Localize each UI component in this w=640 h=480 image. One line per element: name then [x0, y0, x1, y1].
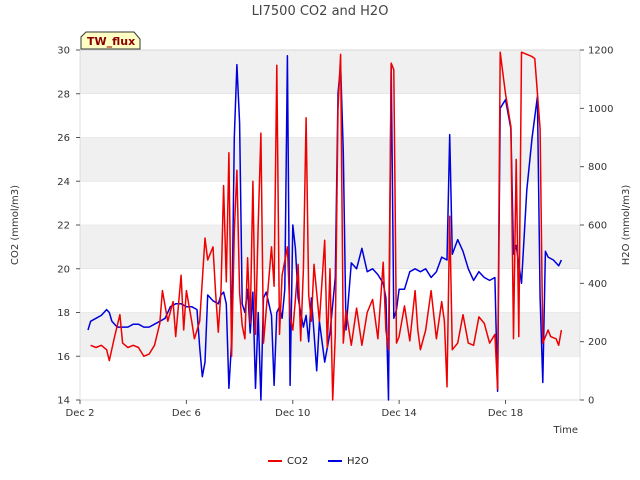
legend-co2-label: CO2 — [287, 456, 308, 467]
legend: CO2 H2O — [268, 456, 369, 467]
background-band — [80, 137, 580, 182]
y-left-tick-label: 30 — [57, 46, 70, 57]
y-left-tick-label: 26 — [57, 133, 70, 144]
y-right-tick-label: 1000 — [588, 104, 613, 115]
y-right-tick-label: 400 — [588, 279, 607, 290]
y-right-tick-label: 200 — [588, 337, 607, 348]
x-tick-label: Dec 14 — [382, 408, 417, 419]
background-band — [80, 93, 580, 138]
x-tick-label: Dec 6 — [172, 408, 201, 419]
y-left-axis-ticks: 14 16 18 20 22 24 26 28 30 — [57, 46, 80, 407]
y-right-tick-label: 800 — [588, 162, 607, 173]
y-right-tick-label: 1200 — [588, 46, 613, 57]
background-band — [80, 181, 580, 225]
x-axis-label: Time — [553, 425, 578, 436]
y-left-tick-label: 28 — [57, 89, 70, 100]
series-line-h2o — [87, 55, 563, 401]
y-right-tick-label: 600 — [588, 221, 607, 232]
y-left-tick-label: 22 — [57, 221, 70, 232]
background-band — [80, 50, 580, 94]
series-line-co2 — [90, 51, 563, 401]
badge-shape — [80, 31, 141, 50]
y-right-axis-label: H2O (mmol/m3) — [621, 185, 632, 266]
background-band — [80, 225, 580, 269]
y-left-tick-label: 24 — [57, 177, 70, 188]
y-right-axis-ticks: 0 200 400 600 800 1000 1200 — [580, 46, 613, 407]
y-left-tick-label: 14 — [57, 396, 70, 407]
y-left-tick-label: 18 — [57, 308, 70, 319]
y-right-tick-label: 0 — [588, 396, 594, 407]
x-tick-label: Dec 10 — [275, 408, 310, 419]
background-band — [80, 356, 580, 400]
chart-title: LI7500 CO2 and H2O — [252, 4, 389, 19]
legend-h2o-label: H2O — [347, 456, 369, 467]
background-bands — [80, 50, 580, 400]
x-axis-ticks: Dec 2 Dec 6 Dec 10 Dec 14 Dec 18 — [66, 400, 523, 419]
y-left-axis-label: CO2 (mmol/m3) — [10, 185, 21, 265]
series-layer — [87, 51, 563, 401]
badge-label: TW_flux — [87, 35, 135, 48]
y-left-tick-label: 20 — [57, 264, 70, 275]
x-tick-label: Dec 18 — [488, 408, 523, 419]
tw-flux-badge: TW_flux — [80, 31, 141, 50]
x-tick-label: Dec 2 — [66, 408, 95, 419]
y-left-tick-label: 16 — [57, 352, 70, 363]
